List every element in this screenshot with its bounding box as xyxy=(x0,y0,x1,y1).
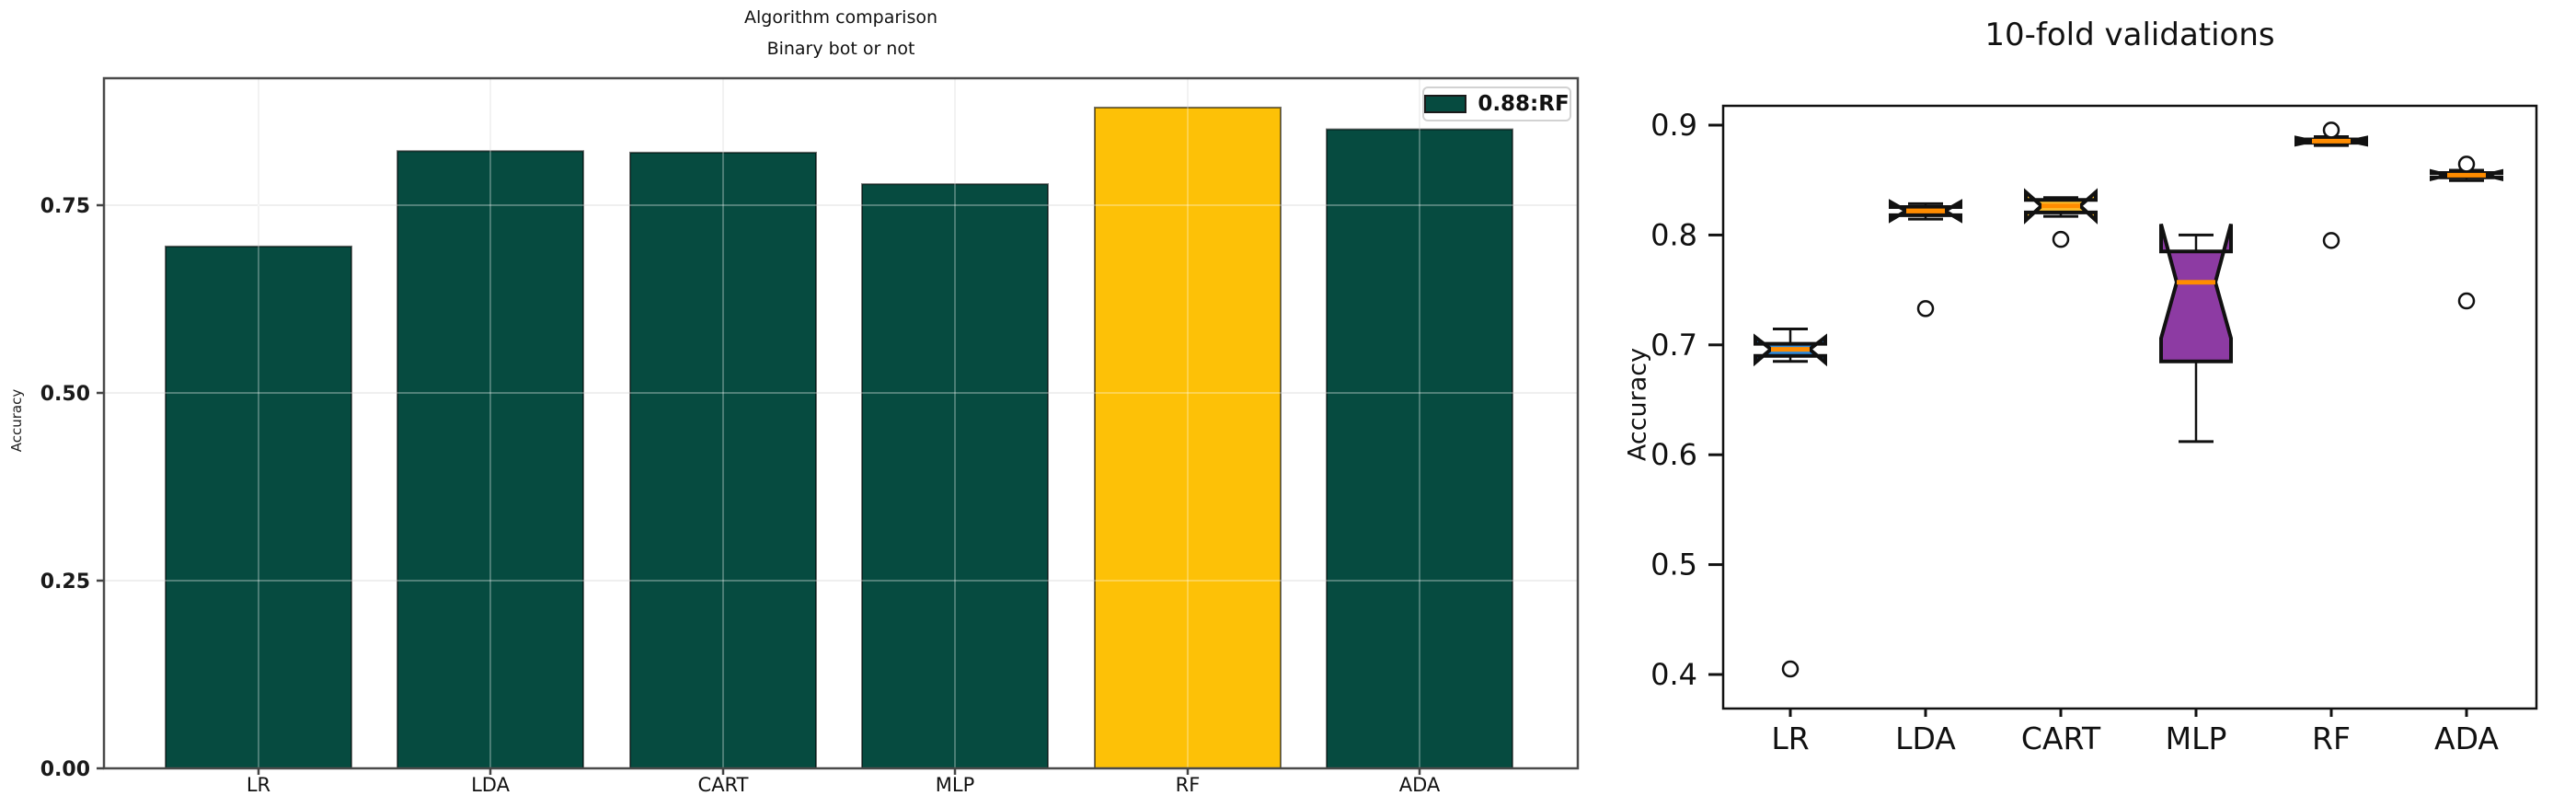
x-tick-label: MLP xyxy=(936,774,974,796)
x-tick-label: CART xyxy=(2021,721,2101,756)
boxplot-ylabel: Accuracy xyxy=(1623,347,1652,462)
y-tick-label: 0.75 xyxy=(40,195,90,218)
boxplot-title: 10-fold validations xyxy=(1984,17,2275,53)
x-tick-label: RF xyxy=(1176,774,1201,796)
bar-LR xyxy=(165,245,352,769)
y-tick-label: 0.9 xyxy=(1650,108,1697,143)
outlier-RF xyxy=(2322,121,2340,139)
x-tick-label: RF xyxy=(2312,721,2351,756)
x-tick-label: LDA xyxy=(471,774,511,796)
outlier-ADA xyxy=(2457,292,2476,310)
x-tick-label: LR xyxy=(1771,721,1809,756)
y-tick-label: 0.00 xyxy=(40,758,90,781)
outlier-ADA xyxy=(2457,156,2476,173)
y-tick-label: 0.25 xyxy=(40,571,90,594)
x-tick-label: ADA xyxy=(2434,721,2499,756)
y-tick-label: 0.50 xyxy=(40,383,90,406)
bar-chart-subtitle: Binary bot or not xyxy=(766,39,915,59)
x-tick-label: CART xyxy=(698,774,749,796)
y-tick-label: 0.8 xyxy=(1650,217,1697,252)
box-MLP xyxy=(2159,223,2233,363)
bar-chart-title: Algorithm comparison xyxy=(743,7,938,28)
x-tick-label: MLP xyxy=(2166,721,2227,756)
legend-box: 0.88:RF xyxy=(1422,86,1571,121)
bar-ADA xyxy=(1326,128,1513,770)
legend-label: 0.88:RF xyxy=(1478,92,1570,116)
outlier-RF xyxy=(2322,232,2340,249)
y-tick-label: 0.7 xyxy=(1650,328,1697,363)
boxplot-frame xyxy=(1721,104,2538,710)
legend-swatch xyxy=(1424,95,1467,113)
y-tick-label: 0.5 xyxy=(1650,548,1697,582)
x-tick-label: ADA xyxy=(1399,774,1441,796)
x-tick-label: LDA xyxy=(1895,721,1956,756)
x-tick-label: LR xyxy=(247,774,270,796)
bar-chart-ylabel: Accuracy xyxy=(8,388,25,453)
bar-plot-frame xyxy=(102,76,1580,770)
y-tick-label: 0.6 xyxy=(1650,437,1697,472)
outlier-LDA xyxy=(1916,300,1935,317)
outlier-LR xyxy=(1781,660,1800,678)
y-tick-label: 0.4 xyxy=(1650,657,1697,692)
outlier-CART xyxy=(2052,230,2070,248)
